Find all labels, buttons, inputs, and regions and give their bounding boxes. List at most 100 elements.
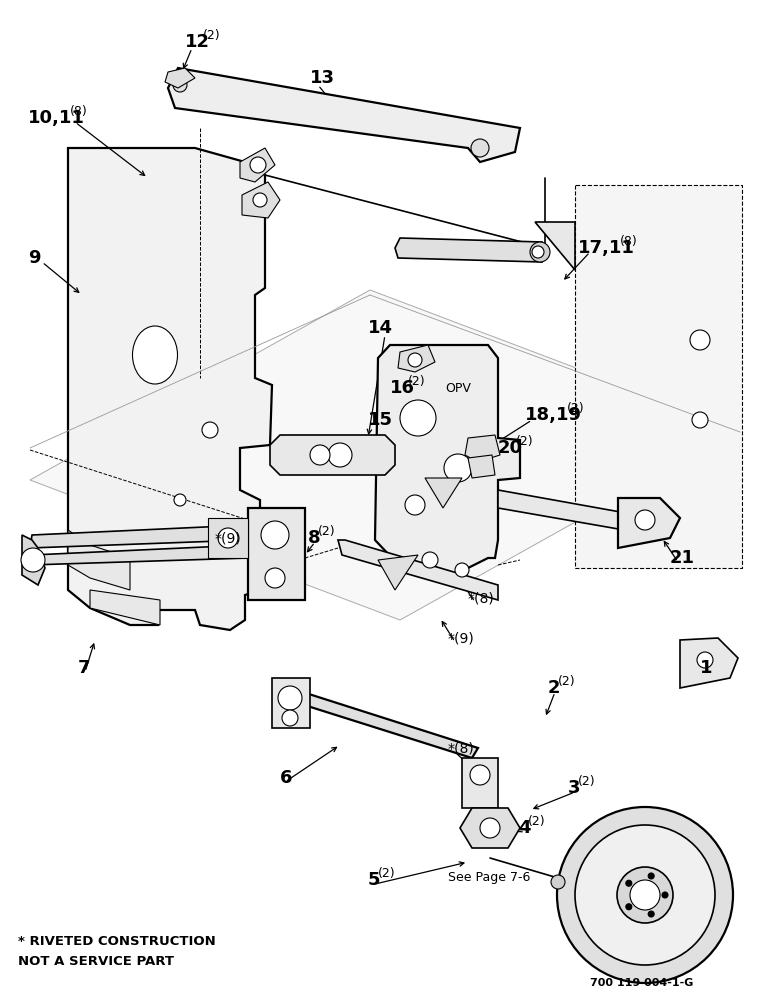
Text: OPV: OPV [445,381,471,394]
Text: 7: 7 [78,659,90,677]
Circle shape [422,552,438,568]
Circle shape [480,818,500,838]
Circle shape [575,825,715,965]
Text: 8: 8 [308,529,320,547]
Ellipse shape [133,326,178,384]
Text: 12: 12 [185,33,210,51]
Text: 700 119 004-1-G: 700 119 004-1-G [590,978,693,988]
Text: (2): (2) [567,402,585,415]
Text: 21: 21 [670,549,695,567]
Circle shape [648,873,654,879]
Text: *(8): *(8) [448,741,475,755]
Polygon shape [535,222,575,270]
Circle shape [218,528,238,548]
Polygon shape [165,68,195,88]
Circle shape [253,193,267,207]
Text: *(9): *(9) [215,531,242,545]
Text: * RIVETED CONSTRUCTION: * RIVETED CONSTRUCTION [18,935,215,948]
Circle shape [690,330,710,350]
Text: See Page 7-6: See Page 7-6 [448,871,530,884]
Circle shape [662,892,668,898]
Polygon shape [168,68,520,162]
Text: 18,19: 18,19 [525,406,582,424]
Text: 1: 1 [700,659,713,677]
Text: 3: 3 [568,779,581,797]
Text: (2): (2) [408,375,425,388]
Circle shape [617,867,673,923]
Circle shape [202,422,218,438]
Circle shape [470,765,490,785]
Polygon shape [208,518,248,558]
Polygon shape [468,455,495,478]
Circle shape [405,495,425,515]
Circle shape [444,454,472,482]
Polygon shape [462,758,498,808]
Circle shape [626,880,631,886]
Circle shape [310,445,330,465]
Circle shape [455,563,469,577]
Circle shape [282,710,298,726]
Circle shape [532,246,544,258]
Circle shape [174,494,186,506]
Polygon shape [680,638,738,688]
Polygon shape [248,508,305,600]
Text: 4: 4 [518,819,530,837]
Circle shape [408,353,422,367]
Text: 10,11: 10,11 [28,109,85,127]
Polygon shape [338,540,498,600]
Polygon shape [30,545,248,565]
Text: 9: 9 [28,249,40,267]
Text: NOT A SERVICE PART: NOT A SERVICE PART [18,955,174,968]
Text: (2): (2) [318,525,336,538]
Polygon shape [68,148,272,630]
Polygon shape [30,525,248,548]
Polygon shape [398,345,435,372]
Text: (2): (2) [558,675,576,688]
Polygon shape [242,182,280,218]
Polygon shape [395,238,542,262]
Circle shape [261,521,289,549]
Polygon shape [575,185,742,568]
Polygon shape [618,498,680,548]
Circle shape [635,510,655,530]
Polygon shape [68,530,130,590]
Circle shape [250,157,266,173]
Text: 2: 2 [548,679,560,697]
Text: (2): (2) [528,815,546,828]
Text: 16: 16 [390,379,415,397]
Polygon shape [22,535,45,585]
Text: 14: 14 [368,319,393,337]
Circle shape [328,443,352,467]
Circle shape [692,412,708,428]
Circle shape [697,652,713,668]
Circle shape [173,78,187,92]
Text: (2): (2) [516,435,533,448]
Text: (2): (2) [203,29,221,42]
Text: 20: 20 [498,439,523,457]
Text: (2): (2) [378,867,396,880]
Circle shape [400,400,436,436]
Polygon shape [270,435,395,475]
Circle shape [648,911,654,917]
Circle shape [278,686,302,710]
Polygon shape [425,478,462,508]
Circle shape [471,139,489,157]
Text: (8): (8) [70,105,88,118]
Polygon shape [90,590,160,625]
Polygon shape [240,148,275,182]
Text: (2): (2) [578,775,596,788]
Polygon shape [282,688,478,758]
Polygon shape [465,435,500,462]
Polygon shape [378,555,418,590]
Circle shape [630,880,660,910]
Polygon shape [375,345,520,578]
Polygon shape [460,808,520,848]
Circle shape [530,242,550,262]
Circle shape [557,807,733,983]
Text: *(8): *(8) [468,591,495,605]
Text: 5: 5 [368,871,381,889]
Text: 15: 15 [368,411,393,429]
Circle shape [265,568,285,588]
Text: (8): (8) [620,235,638,248]
Text: *(9): *(9) [448,631,475,645]
